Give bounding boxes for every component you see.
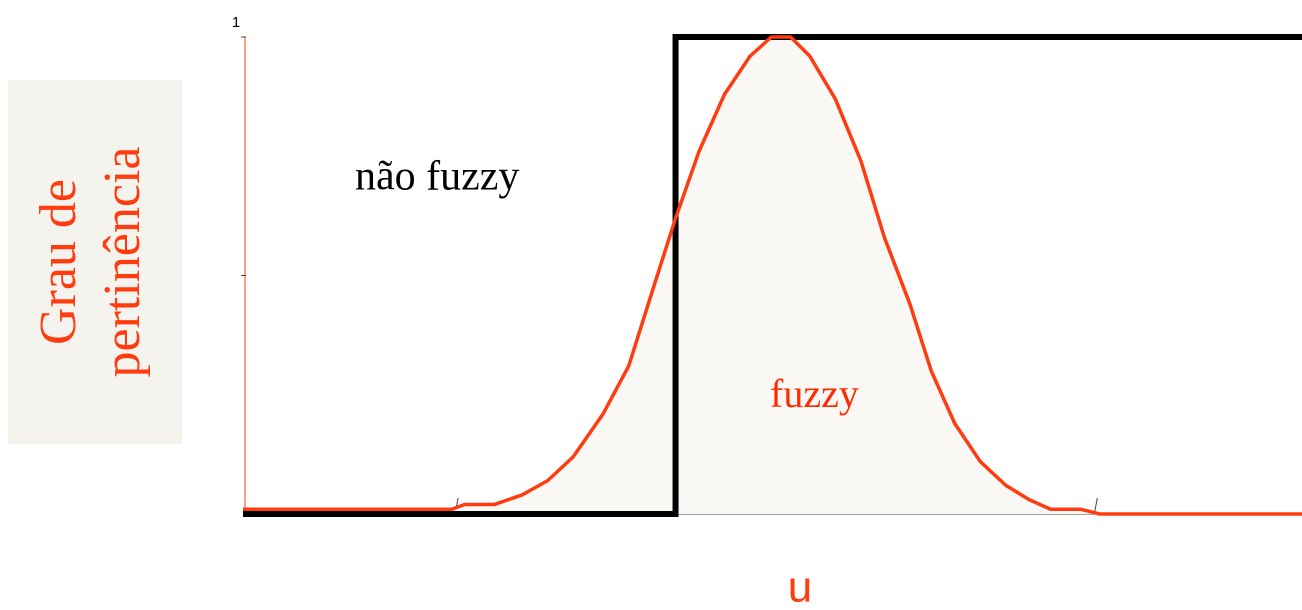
- y-label-box: [8, 80, 182, 444]
- area: [243, 37, 1302, 514]
- series-line: [243, 35, 1302, 516]
- annotation: não fuzzy: [355, 154, 519, 200]
- annotation: fuzzy: [770, 371, 859, 416]
- y-tick-label: 1: [232, 14, 240, 31]
- series-line: [243, 34, 1302, 517]
- y-label-line: Grau de: [30, 179, 87, 345]
- y-label: Grau de pertinência: [30, 147, 151, 378]
- x-label: u: [788, 563, 812, 610]
- y-label-line: pertinência: [94, 147, 151, 378]
